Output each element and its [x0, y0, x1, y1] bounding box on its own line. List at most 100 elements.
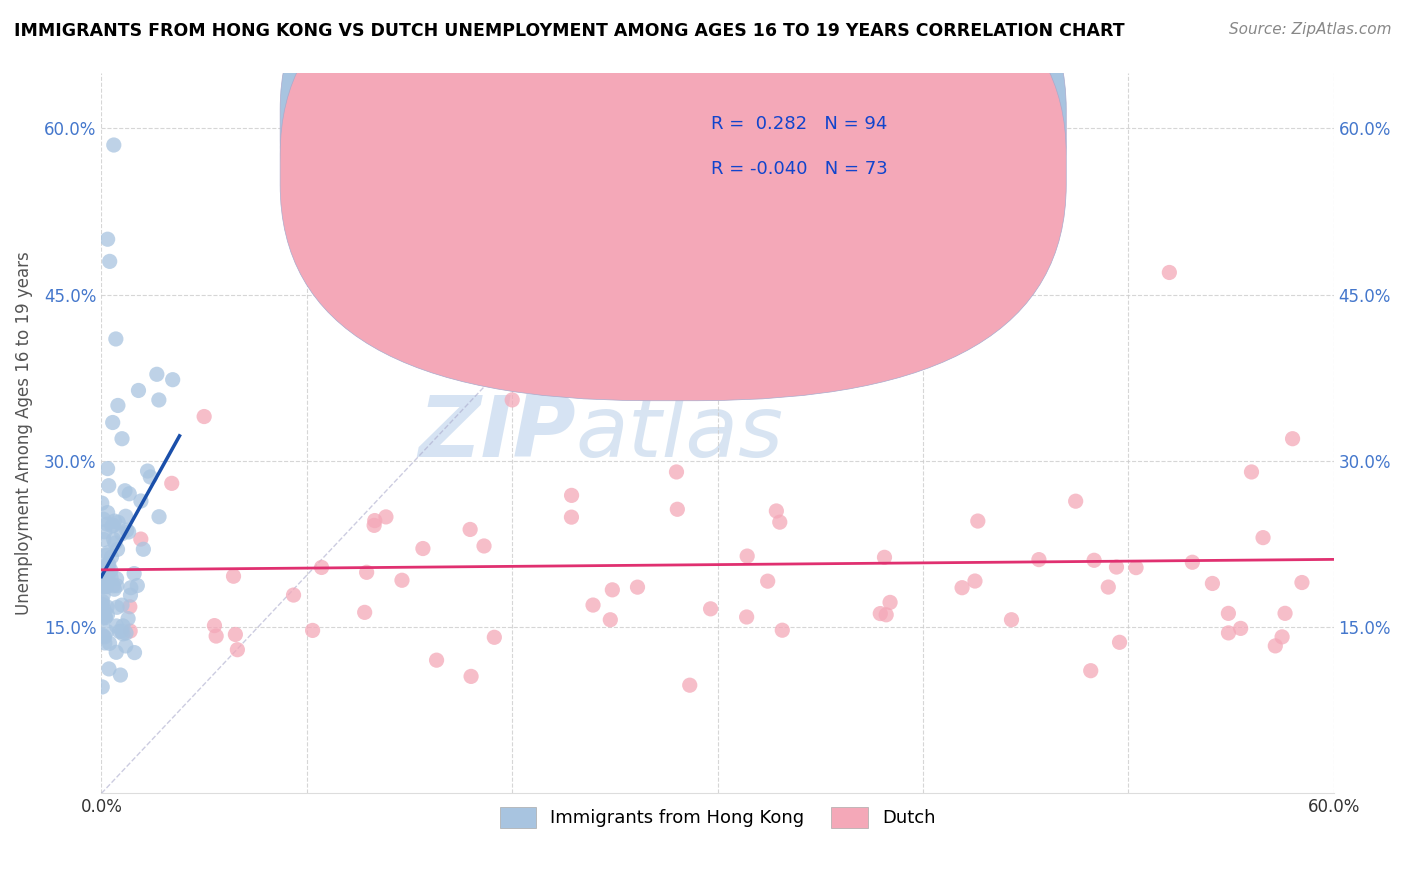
Point: [107, 542, 129, 557]
Point: [501, 392, 523, 407]
Point: [129, 494, 152, 508]
Point: [98, 662, 121, 676]
Point: [1108, 635, 1130, 649]
Point: [1201, 576, 1223, 591]
Point: [91, 680, 114, 694]
Point: [735, 549, 758, 563]
Point: [364, 514, 387, 528]
Point: [374, 509, 396, 524]
Point: [139, 470, 162, 484]
Point: [97, 570, 120, 584]
Point: [645, 365, 668, 379]
Point: [426, 653, 449, 667]
FancyBboxPatch shape: [280, 0, 1066, 401]
Point: [666, 502, 689, 516]
Point: [90, 571, 112, 585]
Point: [205, 629, 228, 643]
Point: [97, 479, 120, 493]
Point: [599, 613, 621, 627]
Point: [146, 368, 169, 382]
Point: [96, 560, 118, 574]
Point: [118, 599, 141, 614]
Point: [160, 476, 183, 491]
Point: [132, 542, 155, 557]
Point: [105, 572, 128, 586]
Point: [105, 600, 128, 615]
Point: [226, 642, 249, 657]
Point: [111, 527, 134, 541]
Point: [148, 509, 170, 524]
Point: [98, 636, 121, 650]
Point: [94, 636, 117, 650]
Point: [458, 523, 481, 537]
Point: [91, 611, 114, 625]
Point: [626, 580, 648, 594]
Point: [96, 580, 118, 594]
Point: [94, 524, 117, 539]
Point: [93, 579, 115, 593]
Point: [363, 518, 385, 533]
Point: [111, 598, 134, 612]
Point: [204, 618, 226, 632]
Point: [93, 562, 115, 576]
Point: [120, 581, 142, 595]
Point: [1028, 552, 1050, 566]
Point: [1181, 555, 1204, 569]
Point: [97, 461, 120, 475]
Point: [97, 232, 120, 246]
Point: [91, 566, 114, 581]
Point: [1105, 560, 1128, 574]
Text: Source: ZipAtlas.com: Source: ZipAtlas.com: [1229, 22, 1392, 37]
Point: [193, 409, 215, 424]
Point: [699, 602, 721, 616]
Point: [1229, 621, 1251, 635]
Point: [879, 595, 901, 609]
Point: [98, 254, 121, 268]
Point: [115, 523, 138, 537]
Point: [94, 568, 117, 582]
Point: [114, 509, 136, 524]
Point: [950, 581, 973, 595]
Point: [127, 384, 149, 398]
Point: [1271, 630, 1294, 644]
Point: [111, 624, 134, 639]
Point: [111, 627, 134, 641]
Text: IMMIGRANTS FROM HONG KONG VS DUTCH UNEMPLOYMENT AMONG AGES 16 TO 19 YEARS CORREL: IMMIGRANTS FROM HONG KONG VS DUTCH UNEMP…: [14, 22, 1125, 40]
Point: [224, 627, 246, 641]
Point: [111, 432, 134, 446]
Point: [97, 506, 120, 520]
Point: [353, 606, 375, 620]
Point: [1083, 553, 1105, 567]
Point: [97, 557, 120, 571]
Point: [93, 533, 115, 547]
Point: [115, 626, 138, 640]
Point: [122, 566, 145, 581]
Point: [356, 566, 378, 580]
Point: [91, 571, 114, 585]
Point: [561, 488, 583, 502]
Point: [105, 645, 128, 659]
Point: [1274, 607, 1296, 621]
Y-axis label: Unemployment Among Ages 16 to 19 years: Unemployment Among Ages 16 to 19 years: [15, 252, 32, 615]
Point: [104, 536, 127, 550]
Point: [735, 610, 758, 624]
Point: [100, 563, 122, 577]
Point: [96, 600, 118, 615]
Point: [94, 610, 117, 624]
Point: [96, 548, 118, 562]
Point: [104, 332, 127, 346]
Point: [963, 574, 986, 588]
Point: [100, 570, 122, 584]
Point: [808, 232, 831, 246]
Point: [1291, 575, 1313, 590]
Point: [91, 578, 114, 592]
Point: [96, 624, 118, 639]
Point: [108, 624, 131, 639]
Point: [94, 560, 117, 574]
Point: [1125, 560, 1147, 574]
Point: [97, 546, 120, 560]
Point: [100, 549, 122, 564]
Point: [124, 646, 146, 660]
Point: [114, 483, 136, 498]
Point: [873, 550, 896, 565]
